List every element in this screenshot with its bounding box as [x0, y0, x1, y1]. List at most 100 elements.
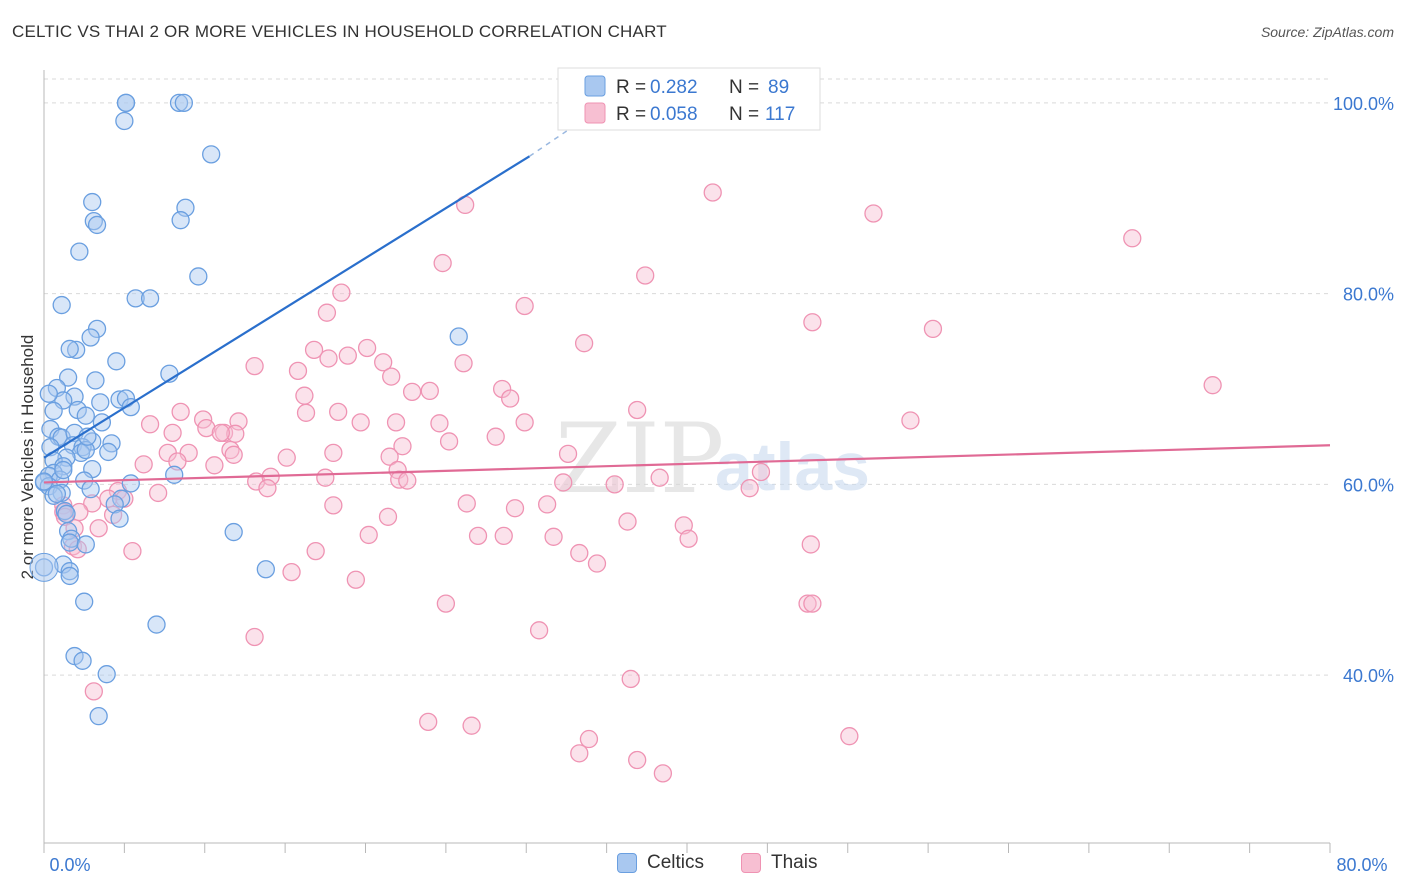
- celtic-point-34: [76, 406, 95, 425]
- thai-point-44: [439, 432, 459, 451]
- thai-point-5: [636, 266, 655, 285]
- thai-point-64: [398, 471, 417, 490]
- celtic-point-65: [55, 501, 75, 521]
- celtic-point-31: [121, 397, 140, 417]
- celtic-point-26: [65, 387, 84, 406]
- thai-point-50: [224, 445, 243, 464]
- celtic-point-71: [60, 533, 79, 552]
- chart-title: CELTIC VS THAI 2 OR MORE VEHICLES IN HOU…: [12, 22, 667, 41]
- celtic-point-24: [86, 371, 105, 390]
- thai-point-23: [402, 382, 422, 401]
- legend-r-label-thai: R =: [616, 104, 646, 125]
- thai-point-101: [282, 562, 301, 582]
- celtic-point-5: [202, 145, 221, 164]
- legend-r-value-celtic: 0.282: [650, 77, 698, 98]
- celtic-point-4: [115, 111, 134, 131]
- thai-point-69: [258, 479, 277, 498]
- celtic-point-20: [60, 339, 79, 359]
- legend-item-thais[interactable]: Thais: [741, 852, 817, 874]
- legend-swatch-thais: [741, 853, 761, 873]
- thai-point-85: [618, 512, 637, 531]
- celtic-point-8: [171, 211, 190, 230]
- thai-point-35: [430, 414, 449, 433]
- stats-legend: R = 0.282 N = 89 R = 0.058 N = 117: [557, 67, 821, 131]
- celtic-point-13: [126, 289, 145, 308]
- thai-point-51: [277, 448, 296, 467]
- celtic-point-66: [57, 504, 76, 524]
- thai-point-94: [801, 535, 820, 554]
- legend-label-celtics: Celtics: [647, 852, 705, 873]
- thai-point-55: [168, 452, 187, 471]
- thai-point-77: [457, 494, 476, 513]
- legend-n-value-thai: 117: [765, 104, 795, 125]
- thai-point-66: [554, 473, 573, 492]
- thai-point-102: [346, 570, 366, 589]
- celtic-point-19: [67, 340, 86, 360]
- celtic-point-45: [71, 443, 91, 463]
- thai-point-45: [486, 427, 505, 446]
- celtic-point-18: [449, 327, 468, 346]
- legend-n-value-celtic: 89: [768, 77, 789, 98]
- thai-point-16: [374, 353, 393, 372]
- thai-point-30: [329, 402, 348, 422]
- y-tick-label-60: 60.0%: [1343, 475, 1394, 495]
- thai-point-97: [123, 541, 142, 561]
- thai-point-3: [1123, 229, 1142, 248]
- thai-point-68: [740, 479, 759, 498]
- legend-r-label-celtic: R =: [616, 77, 646, 98]
- thai-trend-line: [43, 444, 1331, 484]
- thai-point-24: [420, 381, 439, 401]
- thai-point-89: [359, 525, 378, 545]
- thai-point-15: [357, 338, 377, 358]
- thai-point-116: [653, 764, 673, 783]
- x-tick-label-min: 0.0%: [49, 855, 90, 875]
- celtic-point-88: [39, 384, 58, 403]
- thai-point-91: [494, 526, 513, 546]
- trend-lines: [43, 125, 1331, 484]
- celtic-point-85: [47, 484, 67, 504]
- celtic-point-69: [224, 522, 243, 542]
- series-legend: Celtics Thais: [0, 850, 1406, 880]
- thai-point-29: [296, 403, 316, 422]
- thai-point-114: [570, 744, 589, 763]
- thai-point-37: [901, 411, 920, 430]
- y-tick-label-80: 80.0%: [1343, 285, 1394, 305]
- thai-point-13: [338, 346, 357, 365]
- thai-point-36: [515, 413, 534, 432]
- thai-point-9: [803, 313, 822, 332]
- thai-point-112: [579, 729, 599, 749]
- thai-point-103: [436, 594, 456, 613]
- celtic-point-14: [140, 289, 160, 308]
- legend-n-label-celtic: N =: [729, 77, 759, 98]
- legend-item-celtics[interactable]: Celtics: [617, 852, 704, 874]
- celtic-point-81: [73, 651, 92, 670]
- thai-point-8: [317, 303, 337, 322]
- watermark-atlas: atlas: [715, 429, 870, 505]
- thai-point-88: [89, 519, 108, 538]
- thai-point-26: [501, 389, 520, 408]
- thai-point-93: [679, 529, 698, 548]
- thai-point-109: [84, 682, 103, 701]
- celtic-points: [29, 93, 468, 726]
- celtic-point-79: [147, 615, 166, 634]
- celtic-point-67: [110, 509, 129, 528]
- celtic-point-47: [99, 442, 118, 462]
- source-label: Source: ZipAtlas.com: [1260, 24, 1394, 40]
- celtic-point-64: [105, 495, 124, 514]
- thai-point-65: [650, 468, 669, 487]
- celtic-point-17: [81, 328, 100, 347]
- thai-point-18: [245, 356, 264, 376]
- thai-point-90: [468, 526, 488, 546]
- celtic-point-1: [116, 93, 136, 112]
- celtic-point-23: [58, 368, 78, 387]
- thai-point-20: [382, 367, 401, 386]
- legend-swatch-celtics: [617, 853, 637, 873]
- thai-point-78: [505, 499, 525, 518]
- celtic-point-75: [256, 560, 275, 579]
- thai-point-105: [803, 594, 822, 613]
- thai-point-46: [393, 437, 412, 456]
- thai-point-59: [751, 462, 771, 482]
- thai-point-98: [306, 541, 325, 561]
- thai-point-12: [304, 340, 324, 360]
